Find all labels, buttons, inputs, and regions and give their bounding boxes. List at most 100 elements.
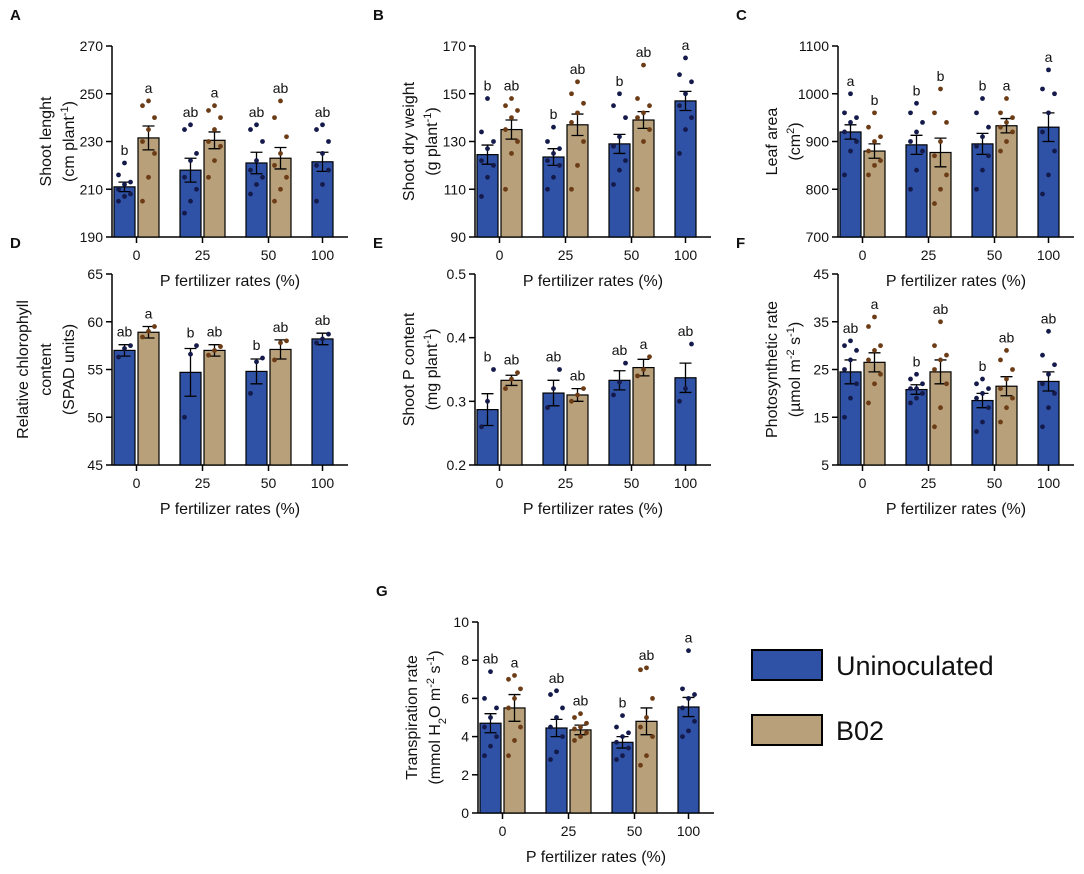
x-tick-label: 100 [1037, 247, 1061, 263]
bar [929, 371, 952, 466]
y-tick-label: 25 [813, 362, 829, 378]
data-point [152, 324, 157, 329]
data-point [686, 696, 691, 701]
data-point [1040, 381, 1045, 387]
x-tick-label: 50 [261, 475, 277, 491]
data-point [509, 151, 514, 156]
data-point [545, 158, 550, 164]
data-point [872, 110, 877, 116]
bar [269, 348, 292, 466]
data-point [986, 386, 991, 391]
data-point [506, 676, 511, 682]
data-point [1004, 348, 1009, 353]
superscript: -1 [785, 327, 797, 337]
data-point [212, 103, 217, 109]
subscript: 2 [437, 718, 449, 724]
data-point [146, 127, 151, 132]
label-part: Shoot lenght [38, 96, 55, 186]
data-point [146, 98, 151, 104]
data-point [914, 129, 919, 135]
data-point [623, 158, 628, 164]
y-axis-label: Transpiration rate [404, 655, 421, 780]
data-point [509, 115, 514, 121]
data-point [140, 139, 145, 144]
data-point [491, 139, 496, 144]
data-point [677, 398, 682, 404]
data-point [638, 667, 643, 673]
data-point [617, 134, 622, 140]
y-axis-label: (mmol H2O m-2 s-1) [425, 650, 449, 784]
data-point [848, 395, 853, 401]
data-point [551, 174, 556, 180]
data-point [575, 110, 580, 116]
data-point [932, 153, 937, 159]
data-point [194, 343, 199, 349]
data-point [974, 429, 979, 434]
data-point [1046, 328, 1051, 334]
data-point [578, 711, 583, 717]
data-point [986, 124, 991, 130]
data-point [689, 341, 694, 347]
data-point [503, 186, 508, 192]
significance-letter: ab [843, 320, 859, 336]
y-tick-label: 170 [443, 38, 467, 54]
x-tick-label: 50 [987, 475, 1003, 491]
data-point [503, 103, 508, 109]
data-point [218, 143, 223, 149]
data-point [623, 115, 628, 121]
data-point [980, 390, 985, 396]
significance-letter: ab [207, 324, 223, 340]
data-point [575, 392, 580, 398]
x-tick-label: 0 [133, 475, 141, 491]
label-part: Leaf area [764, 108, 781, 176]
data-point [932, 343, 937, 349]
data-point [212, 348, 217, 353]
data-point [986, 405, 991, 411]
data-point [578, 724, 583, 730]
data-point [320, 151, 325, 156]
significance-letter: ab [504, 78, 520, 94]
bar [245, 370, 268, 466]
data-point [617, 379, 622, 385]
panel-letter: E [373, 235, 383, 252]
y-tick-label: 10 [453, 614, 469, 630]
data-point [938, 357, 943, 363]
data-point [581, 386, 586, 391]
data-point [152, 151, 157, 156]
data-point [122, 182, 127, 187]
data-point [644, 715, 649, 720]
data-point [272, 162, 277, 168]
significance-letter: ab [546, 349, 562, 365]
x-tick-label: 50 [261, 247, 277, 263]
data-point [146, 174, 151, 180]
data-point [683, 127, 688, 132]
data-point [641, 367, 646, 372]
bar [839, 131, 862, 238]
data-point [254, 158, 259, 164]
y-axis-label: Shoot lenght [38, 96, 55, 186]
y-tick-label: 6 [461, 690, 469, 706]
bar [503, 707, 526, 814]
bar [632, 366, 655, 466]
superscript: -1 [59, 106, 71, 116]
significance-letter: b [979, 78, 987, 94]
y-tick-label: 1100 [799, 38, 829, 54]
x-tick-label: 25 [921, 475, 937, 491]
data-point [854, 348, 859, 353]
data-point [485, 398, 490, 404]
data-point [614, 724, 619, 730]
y-axis-label: Shoot dry weight [401, 81, 418, 201]
x-axis-label: P fertilizer rates (%) [523, 501, 663, 518]
data-point [1010, 395, 1015, 401]
data-point [548, 757, 553, 762]
data-point [872, 162, 877, 168]
label-part: Photosynthetic rate [764, 301, 781, 438]
label-part: Shoot dry weight [401, 81, 418, 201]
data-point [932, 424, 937, 430]
significance-letter: ab [636, 44, 652, 60]
label-part: (SPAD units) [61, 324, 78, 415]
data-point [611, 392, 616, 398]
data-point [509, 376, 514, 382]
y-axis-label: Relative chlorophyll [15, 300, 32, 439]
data-point [980, 419, 985, 425]
